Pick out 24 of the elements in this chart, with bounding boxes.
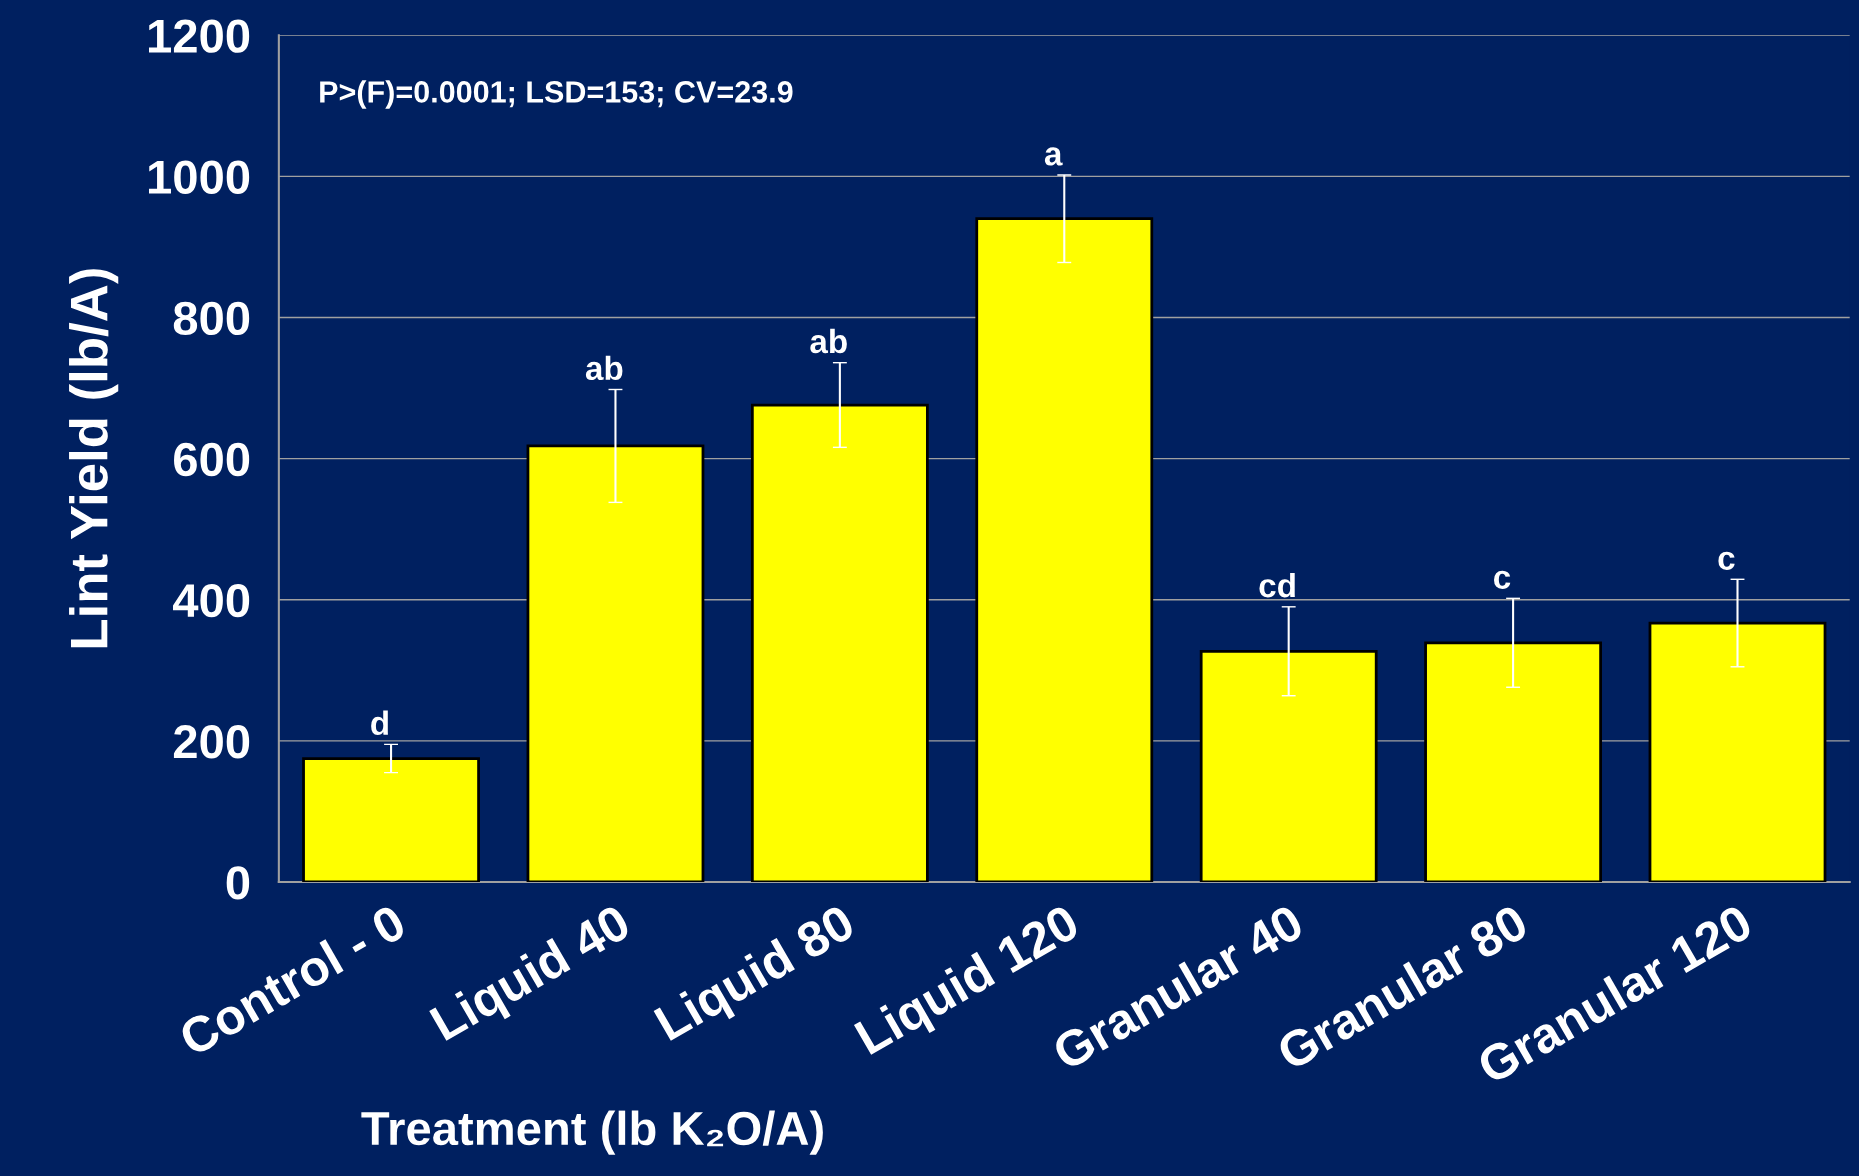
data-label: d (371, 710, 388, 736)
y-tick-label: 400 (173, 583, 250, 618)
annotation: P>(F)=0.0001; LSD=153; CV=23.9 (320, 80, 793, 109)
bar (975, 217, 1154, 882)
y-tick-label: 800 (173, 301, 250, 336)
data-label: a (1044, 147, 1063, 166)
x-axis-title: Treatment (lb K₂O/A) (361, 1110, 823, 1155)
y-axis-title: Lint Yield (lb/A) (69, 269, 119, 648)
y-tick-label: 1000 (149, 160, 250, 194)
y-tick-label: 200 (173, 725, 250, 759)
bar (1648, 621, 1827, 882)
bar (1424, 641, 1602, 882)
bar (526, 444, 705, 882)
bar (1199, 649, 1378, 882)
data-label: ab (585, 355, 623, 381)
bar (750, 403, 929, 882)
data-label: ab (810, 328, 847, 354)
y-tick-label: 600 (174, 442, 250, 477)
data-label: cd (1259, 572, 1295, 598)
data-label: c (1718, 551, 1735, 570)
data-label: c (1494, 570, 1511, 589)
y-tick-label: 0 (226, 866, 250, 900)
bar (302, 757, 480, 882)
y-tick-label: 1200 (149, 19, 250, 53)
